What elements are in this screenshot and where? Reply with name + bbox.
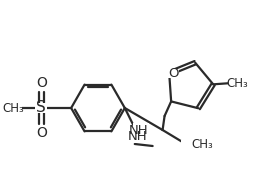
Text: CH₃: CH₃ bbox=[191, 137, 213, 150]
Bar bbox=[35, 103, 47, 113]
Bar bbox=[35, 79, 47, 89]
Bar bbox=[35, 127, 47, 137]
Bar bbox=[181, 140, 199, 149]
Bar bbox=[130, 131, 146, 143]
Bar bbox=[5, 103, 22, 113]
Text: CH₃: CH₃ bbox=[3, 102, 24, 115]
Text: NH: NH bbox=[128, 130, 148, 143]
Text: S: S bbox=[36, 100, 46, 115]
Text: CH₃: CH₃ bbox=[226, 77, 248, 90]
Text: O: O bbox=[36, 76, 47, 90]
Bar bbox=[167, 69, 179, 78]
Text: O: O bbox=[36, 126, 47, 140]
Text: NH: NH bbox=[129, 124, 149, 137]
Bar bbox=[228, 79, 246, 88]
Bar bbox=[133, 123, 149, 135]
Text: O: O bbox=[168, 67, 179, 80]
